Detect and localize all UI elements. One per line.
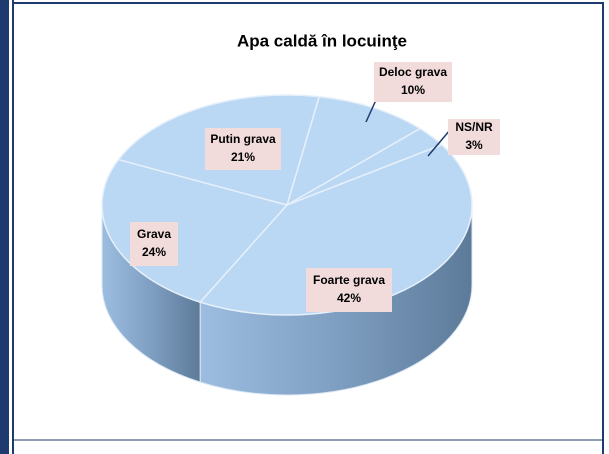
value-label: 10% [401, 83, 425, 97]
value-label: 42% [337, 291, 361, 305]
leader-line [427, 129, 451, 157]
category-label: Putin grava [210, 132, 276, 146]
label-box [374, 62, 452, 102]
slice [101, 158, 289, 303]
category-label: Grava [137, 227, 171, 241]
label-box [306, 268, 392, 312]
category-label: NS/NR [455, 120, 493, 134]
frame-bar [0, 0, 9, 454]
slice [198, 143, 473, 316]
label-box [130, 222, 178, 266]
label-box [448, 119, 500, 155]
value-label: 3% [465, 138, 483, 152]
category-label: Foarte grava [313, 273, 385, 287]
leader-line [365, 99, 377, 123]
category-label: Deloc grava [379, 65, 447, 79]
value-label: 24% [142, 245, 166, 259]
slice [285, 95, 422, 207]
chart-title: Apa caldă în locuinţe [237, 31, 407, 50]
label-box [205, 128, 281, 170]
value-label: 21% [231, 150, 255, 164]
